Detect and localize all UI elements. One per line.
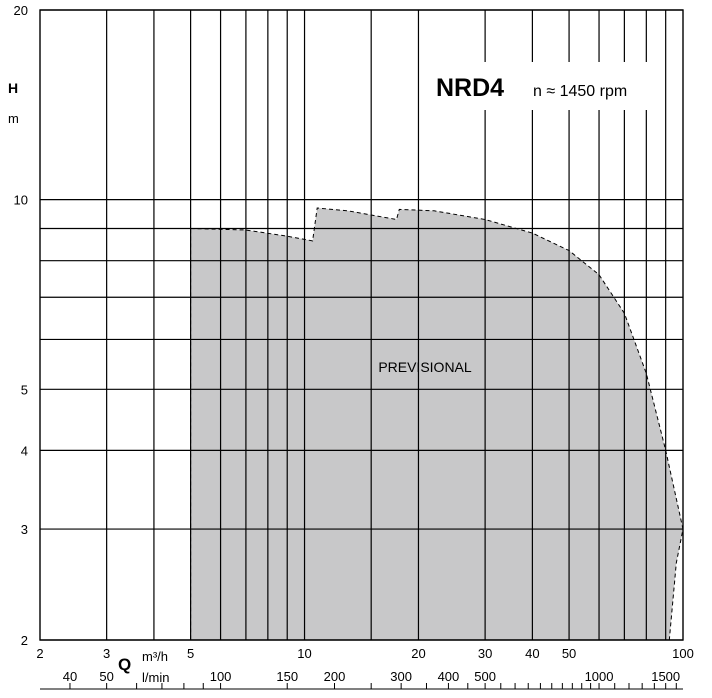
y-tick-label: 20 [14,3,28,18]
x-tick-label-primary: 100 [672,646,694,661]
x-tick-label-primary: 10 [297,646,311,661]
x-tick-label-secondary: 50 [99,669,113,684]
x-tick-label-primary: 40 [525,646,539,661]
x-tick-label-primary: 3 [103,646,110,661]
plot-frame [39,9,684,641]
x-tick-label-secondary: 300 [390,669,412,684]
x-tick-label-secondary: 100 [210,669,232,684]
x-tick-label-secondary: 500 [474,669,496,684]
x-axis-unit-primary: m³/h [142,649,168,664]
x-tick-label-secondary: 150 [276,669,298,684]
x-tick-label-primary: 50 [562,646,576,661]
previsional-annotation: PREVISIONAL [378,359,472,375]
x-tick-label-primary: 5 [187,646,194,661]
y-tick-label: 5 [21,382,28,397]
x-tick-label-primary: 2 [36,646,43,661]
y-tick-label: 10 [14,193,28,208]
x-tick-label-primary: 20 [411,646,425,661]
y-tick-label: 3 [21,522,28,537]
y-axis-unit: m [8,111,19,126]
x-axis-unit-secondary: l/min [142,670,169,685]
chart-title: NRD4 [436,74,504,102]
x-tick-label-secondary: 1500 [651,669,680,684]
x-tick-label-secondary: 1000 [585,669,614,684]
x-tick-label-secondary: 40 [63,669,77,684]
x-axis-symbol: Q [118,655,131,674]
x-tick-label-primary: 30 [478,646,492,661]
x-tick-label-secondary: 400 [438,669,460,684]
operating-area-fill [190,208,683,640]
y-tick-label: 4 [21,443,28,458]
chart-subtitle: n ≈ 1450 rpm [533,83,627,100]
x-tick-label-secondary: 200 [324,669,346,684]
y-axis-symbol: H [8,80,18,96]
y-tick-label: 2 [21,633,28,648]
operating-area-outline [190,207,684,641]
legend-box [428,62,664,110]
